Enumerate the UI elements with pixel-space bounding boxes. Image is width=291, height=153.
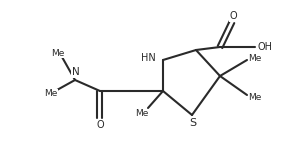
Text: Me: Me (248, 93, 262, 101)
Text: OH: OH (258, 42, 272, 52)
Text: S: S (189, 118, 196, 128)
Text: Me: Me (248, 54, 262, 62)
Text: Me: Me (135, 110, 149, 119)
Text: Me: Me (44, 90, 58, 99)
Text: N: N (72, 67, 80, 77)
Text: Me: Me (51, 49, 65, 58)
Text: O: O (229, 11, 237, 21)
Text: HN: HN (141, 53, 156, 63)
Text: O: O (96, 120, 104, 130)
